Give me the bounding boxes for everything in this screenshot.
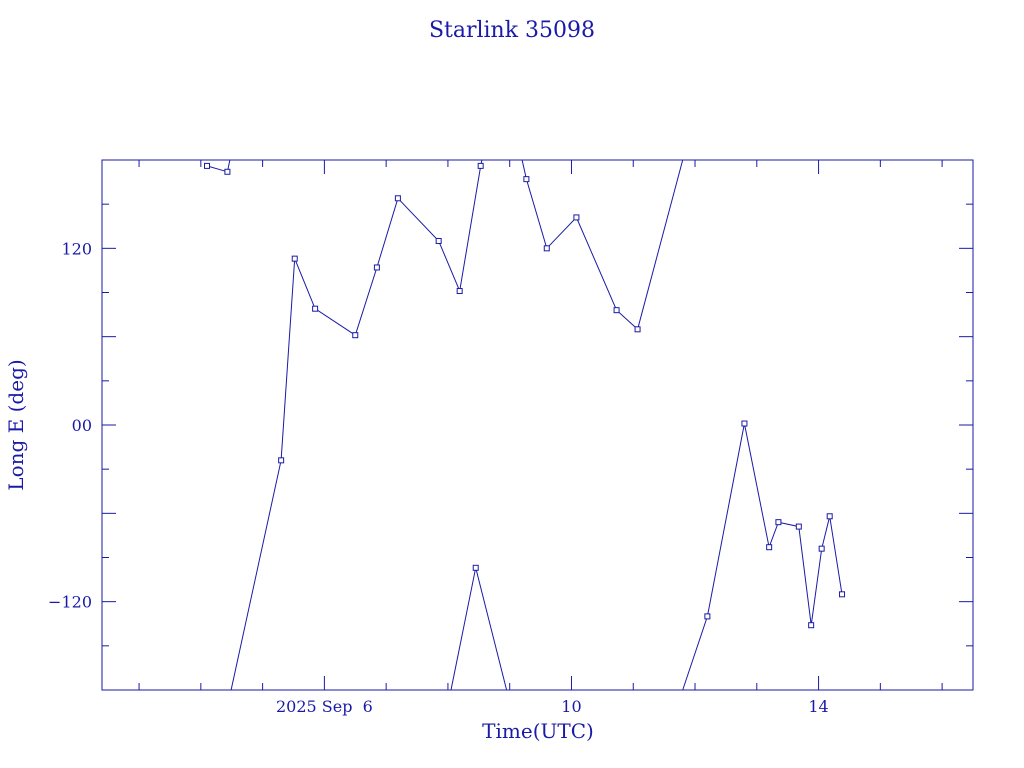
data-point	[573, 214, 580, 221]
data-point	[204, 162, 211, 169]
data-point	[741, 420, 748, 427]
data-point	[704, 613, 711, 620]
data-point	[435, 237, 442, 244]
plot-frame	[101, 159, 974, 691]
data-point	[818, 545, 825, 552]
data-point	[456, 288, 463, 295]
data-point	[634, 326, 641, 333]
data-point	[291, 255, 298, 262]
chart-title: Starlink 35098	[429, 18, 595, 43]
data-point	[775, 519, 782, 526]
data-point	[543, 245, 550, 252]
data-point	[352, 332, 359, 339]
series-line	[521, 159, 684, 331]
y-tick-label: −120	[48, 593, 92, 612]
y-axis-label: Long E (deg)	[4, 359, 28, 490]
data-point	[826, 513, 833, 520]
x-tick-label: 2025 Sep 6	[276, 697, 373, 716]
data-point	[278, 457, 285, 464]
data-point	[523, 176, 530, 183]
series-line	[230, 159, 483, 691]
data-point	[224, 168, 231, 175]
x-tick-label: 14	[808, 697, 828, 716]
y-tick-label: 00	[72, 416, 92, 435]
data-point	[839, 591, 846, 598]
data-point	[766, 544, 773, 551]
data-point	[808, 622, 815, 629]
data-point	[373, 264, 380, 271]
data-point	[472, 564, 479, 571]
series-line	[450, 567, 508, 691]
x-tick-label: 10	[561, 697, 581, 716]
y-axis-ticks: 120 00 −120	[48, 203, 973, 647]
data-point	[394, 195, 401, 202]
data-point	[477, 162, 484, 169]
data-point	[795, 523, 802, 530]
data-point	[613, 307, 620, 314]
series-line	[682, 423, 843, 691]
y-tick-label: 120	[61, 239, 92, 258]
series-markers	[204, 162, 846, 629]
x-axis-ticks: 2025 Sep 6 10 14	[138, 160, 943, 716]
x-axis-label: Time(UTC)	[482, 719, 594, 743]
data-point	[312, 305, 319, 312]
